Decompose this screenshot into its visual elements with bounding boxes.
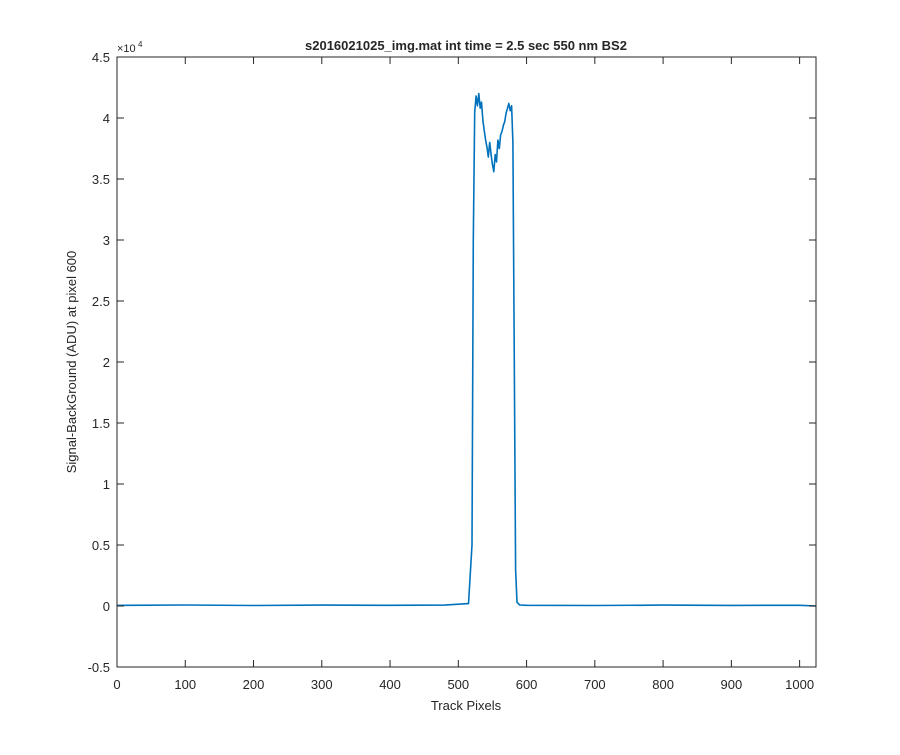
x-tick-label: 700 [584,677,606,692]
y-tick-label: 3.5 [92,172,110,187]
y-tick-label: -0.5 [88,660,110,675]
x-tick-label: 100 [174,677,196,692]
x-tick-label: 200 [243,677,265,692]
x-tick-label: 500 [447,677,469,692]
y-tick-label: 2.5 [92,294,110,309]
y-tick-label: 3 [103,233,110,248]
y-axis-label: Signal-BackGround (ADU) at pixel 600 [64,251,79,474]
x-tick-label: 800 [652,677,674,692]
x-tick-label: 900 [721,677,743,692]
plot-area [116,92,817,607]
y-axis-exponent-base: ×10 [117,43,136,55]
y-tick-label: 2 [103,355,110,370]
y-tick-label: 1.5 [92,416,110,431]
y-tick-label: 0 [103,599,110,614]
x-tick-label: 400 [379,677,401,692]
x-tick-label: 1000 [785,677,814,692]
axes-box [116,56,817,668]
x-tick-label: 300 [311,677,333,692]
axis-ticks: 0 100 200 300 400 500 600 700 800 900 1000-0.500.5… [88,50,816,692]
x-tick-label: 0 [113,677,120,692]
chart-title: s2016021025_img.mat int time = 2.5 sec 5… [305,38,627,53]
y-tick-label: 4.5 [92,50,110,65]
x-axis-label: Track Pixels [431,698,502,713]
y-tick-label: 4 [103,111,110,126]
y-tick-label: 0.5 [92,538,110,553]
y-axis-exponent-power: 4 [138,40,143,49]
y-tick-label: 1 [103,477,110,492]
x-tick-label: 600 [516,677,538,692]
signal-line [116,92,817,607]
